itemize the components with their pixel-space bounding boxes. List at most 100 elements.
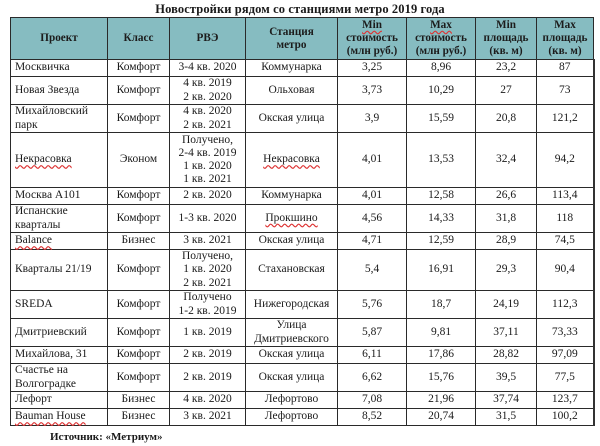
cell-max-cost: 21,96 <box>406 391 476 409</box>
cell-text: 14,33 <box>428 211 454 224</box>
table-row: Новая Звезда Комфорт 4 кв. 2019 2 кв. 2020 О… <box>10 76 595 105</box>
cell-text: 2 кв. 2019 <box>183 348 232 361</box>
cell-text: Кварталы 21/19 <box>15 263 92 276</box>
cell-max-area: 112,3 <box>536 290 595 319</box>
cell-text: Коммунарка <box>261 61 322 74</box>
cell-class: Комфорт <box>107 249 170 291</box>
cell-station: Окская улица <box>245 104 338 133</box>
cell-station: Лефортово <box>245 408 338 426</box>
cell-min-cost: 6,62 <box>337 363 407 392</box>
cell-text: 2 кв. 2020 <box>183 90 232 103</box>
cell-project: Кварталы 21/19 <box>10 249 108 291</box>
cell-text: Дмитриевского <box>254 332 329 345</box>
column-header-class: Класс <box>107 17 170 60</box>
cell-text: 123,7 <box>551 393 578 406</box>
cell-max-area: 121,2 <box>536 104 595 133</box>
cell-text: 23,2 <box>495 61 517 74</box>
cell-text: 5,4 <box>364 263 380 276</box>
cell-text: 1 кв. 2020 <box>183 160 232 172</box>
cell-text: 2 кв. 2021 <box>183 118 232 131</box>
cell-text: Получено <box>183 291 232 304</box>
cell-text: Комфорт <box>116 211 161 224</box>
cell-max-area: 100,2 <box>536 408 595 426</box>
header-line: РВЭ <box>196 32 219 44</box>
header-line: Станция <box>269 25 314 38</box>
cell-min-area: 26,6 <box>475 187 537 205</box>
cell-station: Стахановская <box>245 249 338 291</box>
cell-text: 9,81 <box>430 325 452 338</box>
cell-text: 8,52 <box>361 410 383 423</box>
column-header-min-cost: Min стоимость (млн руб.) <box>337 17 407 60</box>
cell-text: 37,11 <box>493 325 519 338</box>
cell-text: Некрасовка <box>263 153 320 166</box>
cell-text: Некрасовка <box>15 153 72 166</box>
cell-max-cost: 12,58 <box>406 187 476 205</box>
cell-min-cost: 3,9 <box>337 104 407 133</box>
cell-text: 73,33 <box>551 325 578 338</box>
cell-min-cost: 3,25 <box>337 59 407 77</box>
cell-text: 74,5 <box>554 234 575 247</box>
cell-text: парк <box>15 118 38 131</box>
cell-project: Москвичка <box>10 59 108 77</box>
cell-text: 20,74 <box>428 410 454 423</box>
cell-text: 3,73 <box>361 83 383 96</box>
cell-max-area: 97,09 <box>536 346 595 364</box>
cell-text: 1 кв. 2020 <box>183 263 232 276</box>
cell-text: Бизнес <box>121 393 156 406</box>
cell-text: Счастье на <box>15 364 69 377</box>
header-line: Min <box>362 19 382 31</box>
cell-min-cost: 6,11 <box>337 346 407 364</box>
cell-project: Михайлова, 31 <box>10 346 108 364</box>
cell-text: Михайлова, 31 <box>15 348 88 361</box>
cell-text: Бизнес <box>121 410 156 423</box>
cell-text: Комфорт <box>116 370 161 383</box>
header-line: (кв. м) <box>489 45 523 57</box>
cell-text: 16,91 <box>428 263 454 276</box>
cell-text: 4 кв. 2020 <box>183 105 232 118</box>
cell-text: 2-4 кв. 2019 <box>178 146 237 159</box>
cell-min-area: 39,5 <box>475 363 537 392</box>
cell-text: 8,96 <box>430 61 452 74</box>
cell-max-area: 118 <box>536 204 595 233</box>
cell-text: Balance <box>15 234 53 247</box>
cell-text: 5,87 <box>361 325 383 338</box>
cell-text: 18,7 <box>430 297 452 310</box>
cell-text: Окская улица <box>258 111 325 124</box>
cell-text: Москва А101 <box>15 189 81 202</box>
cell-min-area: 28,82 <box>475 346 537 364</box>
cell-text: 3,25 <box>361 61 383 74</box>
cell-text: Комфорт <box>116 325 161 338</box>
cell-text: 12,59 <box>428 234 454 247</box>
cell-project: Москва А101 <box>10 187 108 205</box>
table-row: Лефорт Бизнес 4 кв. 2020 Лефортово 7,08 21,96… <box>10 391 595 409</box>
cell-class: Комфорт <box>107 346 170 364</box>
cell-text: Комфорт <box>116 111 161 124</box>
cell-min-cost: 5,76 <box>337 290 407 319</box>
cell-text: 3 кв. 2021 <box>183 234 232 247</box>
header-line: стоимость <box>346 32 398 44</box>
cell-text: Волгоградке <box>15 377 77 390</box>
cell-class: Бизнес <box>107 391 170 409</box>
cell-text: 17,86 <box>428 348 454 361</box>
cell-min-cost: 5,4 <box>337 249 407 291</box>
cell-project: Дмитриевский <box>10 318 108 347</box>
header-line: стоимость <box>415 32 467 44</box>
cell-max-area: 113,4 <box>536 187 595 205</box>
cell-text: 10,29 <box>428 83 454 96</box>
header-line: Класс <box>123 32 154 44</box>
cell-min-cost: 4,01 <box>337 187 407 205</box>
cell-max-area: 73 <box>536 76 595 105</box>
source-note: Источник: «Метриум» <box>50 431 163 443</box>
cell-text: 118 <box>556 211 574 224</box>
cell-text: Лефорт <box>15 393 52 406</box>
cell-text: 31,5 <box>495 410 517 423</box>
cell-station: Улица Дмитриевского <box>245 318 338 347</box>
cell-text: 27 <box>500 83 512 96</box>
cell-max-cost: 15,59 <box>406 104 476 133</box>
cell-min-area: 23,2 <box>475 59 537 77</box>
cell-min-cost: 8,52 <box>337 408 407 426</box>
new-buildings-table: Проект Класс РВЭ Станция метро Min стоимость (м… <box>10 17 595 426</box>
cell-text: 37,74 <box>493 393 519 406</box>
cell-text: Комфорт <box>116 348 161 361</box>
cell-max-area: 123,7 <box>536 391 595 409</box>
